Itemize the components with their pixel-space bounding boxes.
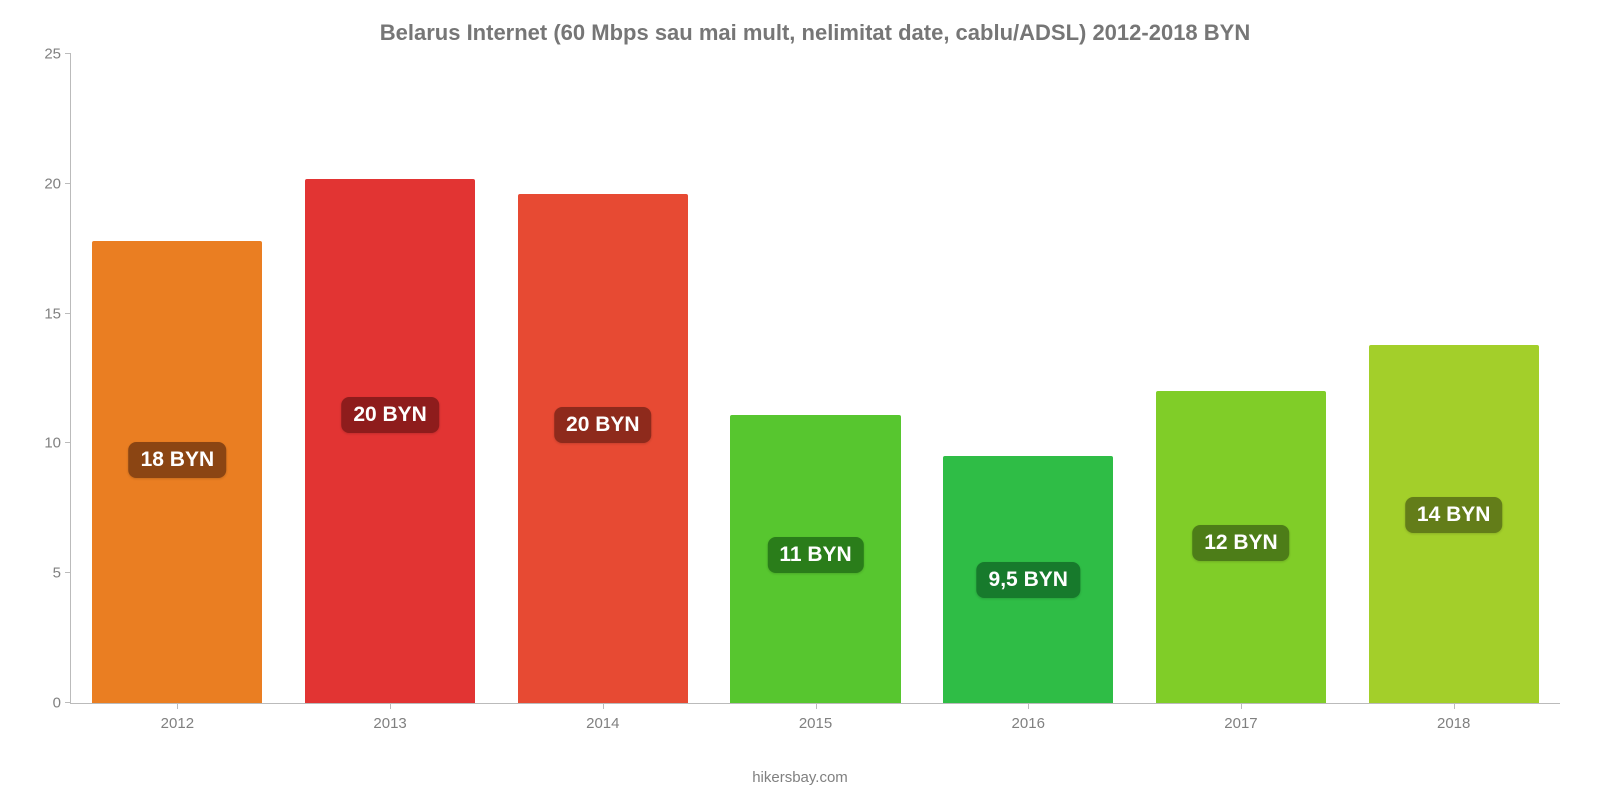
xtick-label: 2012 xyxy=(161,703,194,732)
source-label: hikersbay.com xyxy=(0,769,1600,786)
bar-slot: 9,5 BYN2016 xyxy=(922,54,1135,703)
xtick-label: 2015 xyxy=(799,703,832,732)
ytick-label: 10 xyxy=(44,435,71,452)
xtick-label: 2013 xyxy=(373,703,406,732)
xtick-label: 2017 xyxy=(1224,703,1257,732)
value-badge: 18 BYN xyxy=(129,442,227,478)
bar-slot: 20 BYN2013 xyxy=(284,54,497,703)
value-badge: 20 BYN xyxy=(341,397,439,433)
value-badge: 11 BYN xyxy=(767,537,863,573)
ytick-label: 0 xyxy=(53,695,71,712)
value-badge: 12 BYN xyxy=(1192,525,1290,561)
ytick-label: 20 xyxy=(44,175,71,192)
value-badge: 9,5 BYN xyxy=(977,562,1080,598)
plot-area: 18 BYN201220 BYN201320 BYN201411 BYN2015… xyxy=(70,54,1560,704)
xtick-label: 2018 xyxy=(1437,703,1470,732)
bar-slot: 12 BYN2017 xyxy=(1135,54,1348,703)
bar xyxy=(305,179,475,703)
chart-title: Belarus Internet (60 Mbps sau mai mult, … xyxy=(70,20,1560,46)
ytick-label: 15 xyxy=(44,305,71,322)
bars-container: 18 BYN201220 BYN201320 BYN201411 BYN2015… xyxy=(71,54,1560,703)
ytick-label: 5 xyxy=(53,565,71,582)
bar-slot: 11 BYN2015 xyxy=(709,54,922,703)
value-badge: 20 BYN xyxy=(554,407,652,443)
value-badge: 14 BYN xyxy=(1405,497,1503,533)
xtick-label: 2014 xyxy=(586,703,619,732)
bar-slot: 20 BYN2014 xyxy=(496,54,709,703)
bar-slot: 18 BYN2012 xyxy=(71,54,284,703)
chart-container: Belarus Internet (60 Mbps sau mai mult, … xyxy=(0,0,1600,800)
xtick-label: 2016 xyxy=(1012,703,1045,732)
bar xyxy=(518,194,688,703)
ytick-label: 25 xyxy=(44,46,71,63)
bar-slot: 14 BYN2018 xyxy=(1347,54,1560,703)
